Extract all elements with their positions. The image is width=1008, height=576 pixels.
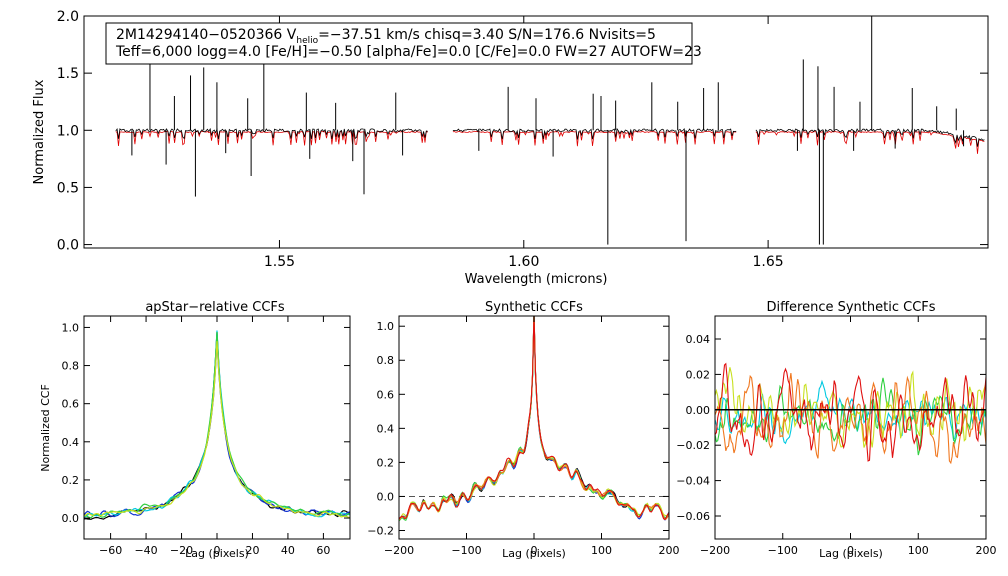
difference-ccf-ytick-label: −0.02 (676, 439, 710, 452)
apstar-ccf-xtick-label: −40 (134, 544, 157, 557)
spectrum-panel: 1.55 1.60 1.65 0.0 0.5 1.0 1.5 2.0 2M14294140−0… (32, 9, 989, 287)
apstar-ccf-xtick-label: 0 (214, 544, 221, 557)
spectrum-ylabel: Normalized Flux (32, 79, 47, 184)
difference-ccf-title: Difference Synthetic CCFs (766, 300, 935, 315)
synthetic-ccf-series-2 (399, 316, 669, 521)
difference-ccf-xtick-label: 0 (847, 544, 854, 557)
difference-ccf-xtick-label: 100 (908, 544, 929, 557)
spectrum-xtick-label: 1.55 (264, 254, 295, 270)
synthetic-spectrum-chip-3 (755, 130, 985, 154)
observed-spectrum-chip-1 (115, 127, 428, 140)
info-line-1-prefix: 2M14294140−0520366 V (116, 27, 297, 43)
info-box-frame (105, 22, 693, 65)
apstar-ccf-ticks: −60 −40 −20 0 20 40 60 0.0 0.2 0.4 0.6 0.8 1.0 (62, 316, 350, 557)
difference-ccf-ticks: −200 −100 0 100 200 −0.06 −0.04 −0.02 0.00 0.02 0.… (676, 316, 997, 557)
apstar-ccf-title: apStar−relative CCFs (145, 300, 285, 315)
synthetic-ccf-xlabel: Lag (pixels) (502, 547, 566, 560)
difference-ccf-xtick-label: −100 (768, 544, 798, 557)
difference-ccf-ytick-label: −0.04 (676, 475, 710, 488)
synthetic-ccf-traces (399, 316, 669, 522)
synthetic-ccf-ytick-label: 0.8 (377, 354, 395, 367)
info-line-1-suffix: =−37.51 km/s chisq=3.40 S/N=176.6 Nvisit… (318, 27, 656, 43)
info-line-2: Teff=6,000 logg=4.0 [Fe/H]=−0.50 [alpha/… (115, 44, 702, 60)
spectrum-ytick-label: 1.0 (57, 123, 79, 139)
spectrum-ytick-label: 0.5 (57, 180, 79, 196)
info-line-1-subscript: helio (296, 36, 318, 46)
info-line-1: 2M14294140−0520366 Vhelio=−37.51 km/s ch… (116, 27, 656, 46)
synthetic-ccf-xtick-label: −200 (384, 544, 414, 557)
difference-ccf-xtick-label: −200 (700, 544, 730, 557)
spectrum-ytick-label: 0.0 (57, 238, 79, 254)
difference-ccf-xlabel: Lag (pixels) (819, 547, 883, 560)
spectrum-ytick-label: 2.0 (57, 9, 79, 25)
synthetic-ccf-ytick-label: 0.4 (377, 422, 395, 435)
difference-ccf-xtick-label: 200 (976, 544, 997, 557)
spectrum-axes-frame (83, 15, 989, 249)
synthetic-ccf-xtick-label: 0 (531, 544, 538, 557)
difference-ccf-ytick-label: 0.00 (686, 404, 711, 417)
synthetic-ccf-ytick-label: 0.2 (377, 456, 395, 469)
spectrum-xlabel: Wavelength (microns) (465, 272, 608, 287)
synthetic-ccf-panel: Synthetic CCFs −200 −100 0 100 200 −0.2 0.0 0.2… (367, 300, 679, 560)
synthetic-ccf-xtick-label: −100 (451, 544, 481, 557)
synthetic-ccf-ytick-label: 0.0 (377, 490, 395, 503)
apstar-ccf-ylabel: Normalized CCF (39, 384, 52, 472)
synthetic-ccf-series-7 (399, 316, 669, 521)
difference-ccf-ytick-label: −0.06 (676, 510, 710, 523)
difference-ccf-ytick-label: 0.04 (686, 333, 711, 346)
apstar-ccf-xtick-label: −20 (170, 544, 193, 557)
spectrum-ytick-label: 1.5 (57, 66, 79, 82)
difference-ccf-traces (715, 362, 986, 465)
difference-ccf-series-2 (715, 377, 986, 456)
synthetic-ccf-xtick-label: 200 (659, 544, 680, 557)
synthetic-ccf-title: Synthetic CCFs (485, 300, 583, 315)
spectrum-info-box: 2M14294140−0520366 Vhelio=−37.51 km/s ch… (105, 22, 702, 65)
apstar-ccf-xtick-label: 60 (316, 544, 330, 557)
synthetic-ccf-xtick-label: 100 (591, 544, 612, 557)
synthetic-ccf-ticks: −200 −100 0 100 200 −0.2 0.0 0.2 0.4 0.6 0.8 1.0 (367, 316, 680, 557)
spectrum-xtick-label: 1.65 (753, 254, 784, 270)
observed-spectrum-chip-2 (452, 127, 737, 140)
apstar-ccf-panel: apStar−relative CCFs −60 −40 −20 0 20 40 60 0.0… (39, 300, 351, 560)
spectrum-ticks: 1.55 1.60 1.65 0.0 0.5 1.0 1.5 2.0 (57, 9, 988, 270)
apstar-ccf-series-1 (84, 331, 350, 520)
apstar-ccf-ytick-label: 0.2 (62, 474, 80, 487)
apstar-ccf-series-4 (84, 332, 350, 519)
apstar-ccf-series-5 (84, 341, 350, 519)
apstar-ccf-xlabel: Lag (pixels) (185, 547, 249, 560)
apstar-ccf-series-2 (84, 341, 350, 518)
apstar-ccf-ytick-label: 0.6 (62, 398, 80, 411)
synthetic-ccf-series-5 (399, 316, 669, 521)
spectrum-xtick-label: 1.60 (508, 254, 539, 270)
synthetic-ccf-series-6 (399, 316, 669, 521)
apstar-ccf-xtick-label: 40 (281, 544, 295, 557)
apstar-ccf-xtick-label: −60 (99, 544, 122, 557)
apstar-ccf-ytick-label: 1.0 (62, 321, 80, 334)
observed-spectrum-chip-3 (755, 128, 985, 147)
difference-ccf-panel: Difference Synthetic CCFs −200 −100 0 100 20… (676, 300, 996, 560)
synthetic-ccf-ytick-label: 0.6 (377, 388, 395, 401)
apstar-ccf-ytick-label: 0.8 (62, 360, 80, 373)
spectrum-traces (115, 16, 985, 245)
apstar-ccf-ytick-label: 0.4 (62, 436, 80, 449)
synthetic-spectrum-chip-2 (452, 130, 737, 147)
synthetic-ccf-series-3 (399, 316, 669, 520)
synthetic-ccf-ytick-label: −0.2 (367, 524, 394, 537)
synthetic-ccf-ytick-label: 1.0 (377, 320, 395, 333)
synthetic-ccf-series-4 (399, 316, 669, 522)
apstar-ccf-xtick-label: 20 (245, 544, 259, 557)
difference-ccf-ytick-label: 0.02 (686, 368, 711, 381)
apstar-ccf-ytick-label: 0.0 (62, 512, 80, 525)
difference-ccf-series-5 (715, 362, 986, 462)
apstar-ccf-series-3 (84, 330, 350, 518)
synthetic-ccf-series-1 (399, 316, 669, 521)
apstar-ccf-traces (84, 330, 350, 520)
